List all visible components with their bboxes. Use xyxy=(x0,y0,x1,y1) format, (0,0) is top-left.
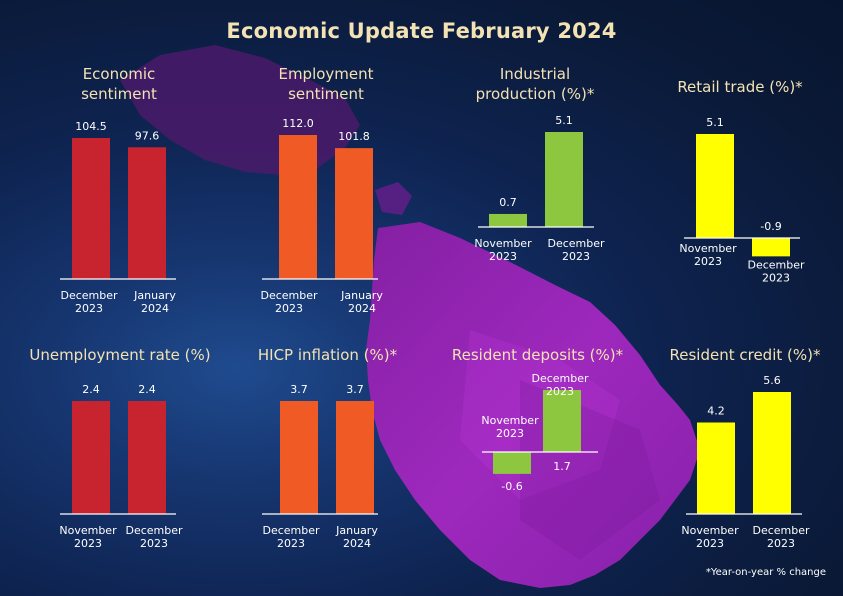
retail-trade-value-label-2: -0.9 xyxy=(760,220,781,233)
resident-credit-value-label-2: 5.6 xyxy=(763,374,781,387)
industrial-production-category-label-2: December 2023 xyxy=(547,237,605,263)
industrial-production-bar-1 xyxy=(489,213,527,227)
economic-sentiment-value-label-1: 104.5 xyxy=(75,120,107,133)
economic-sentiment-bar-2 xyxy=(128,147,166,279)
hicp-inflation-category-label-1: December 2023 xyxy=(262,524,320,550)
employment-sentiment-category-label-2: January 2024 xyxy=(340,289,383,315)
industrial-production-value-label-2: 5.1 xyxy=(555,114,573,127)
panel-title-resident-credit: Resident credit (%)* xyxy=(669,346,821,364)
industrial-production-bar-2 xyxy=(545,132,583,227)
resident-deposits-value-label-2: 1.7 xyxy=(553,460,571,473)
employment-sentiment-category-label-1: December 2023 xyxy=(260,289,318,315)
employment-sentiment-value-label-1: 112.0 xyxy=(282,117,314,130)
panel-title-industrial-production: Industrial production (%)* xyxy=(475,65,595,103)
hicp-inflation-bar-1 xyxy=(280,401,318,514)
resident-credit-category-label-1: November 2023 xyxy=(681,524,739,550)
resident-deposits-category-label-1: November 2023 xyxy=(481,414,539,440)
unemployment-rate-value-label-1: 2.4 xyxy=(82,383,100,396)
resident-deposits-value-label-1: -0.6 xyxy=(501,480,522,493)
resident-deposits-bar-2 xyxy=(543,390,581,452)
economic-sentiment-category-label-1: December 2023 xyxy=(60,289,118,315)
resident-deposits-bar-1 xyxy=(493,452,531,474)
resident-credit-bar-2 xyxy=(753,392,791,514)
economic-sentiment-bar-1 xyxy=(72,138,110,279)
hicp-inflation-value-label-1: 3.7 xyxy=(290,383,308,396)
retail-trade-bar-1 xyxy=(696,134,734,238)
employment-sentiment-bar-1 xyxy=(279,135,317,279)
resident-credit-value-label-1: 4.2 xyxy=(707,405,725,418)
retail-trade-category-label-1: November 2023 xyxy=(679,242,737,268)
hicp-inflation-category-label-2: January 2024 xyxy=(335,524,378,550)
panel-title-hicp-inflation: HICP inflation (%)* xyxy=(257,346,398,364)
panel-title-retail-trade: Retail trade (%)* xyxy=(677,78,803,96)
unemployment-rate-value-label-2: 2.4 xyxy=(138,383,156,396)
panel-title-unemployment-rate: Unemployment rate (%) xyxy=(29,346,211,364)
economic-sentiment-category-label-2: January 2024 xyxy=(133,289,176,315)
unemployment-rate-category-label-2: December 2023 xyxy=(125,524,183,550)
panel-title-employment-sentiment: Employment sentiment xyxy=(278,65,374,103)
employment-sentiment-bar-2 xyxy=(335,148,373,279)
unemployment-rate-category-label-1: November 2023 xyxy=(59,524,117,550)
economic-sentiment-value-label-2: 97.6 xyxy=(135,129,160,142)
hicp-inflation-bar-2 xyxy=(336,401,374,514)
resident-credit-bar-1 xyxy=(697,422,735,514)
unemployment-rate-bar-1 xyxy=(72,401,110,514)
unemployment-rate-bar-2 xyxy=(128,401,166,514)
resident-credit-category-label-2: December 2023 xyxy=(752,524,810,550)
industrial-production-category-label-1: November 2023 xyxy=(474,237,532,263)
page-title: Economic Update February 2024 xyxy=(226,19,617,43)
hicp-inflation-value-label-2: 3.7 xyxy=(346,383,364,396)
footnote: *Year-on-year % change xyxy=(705,567,826,578)
employment-sentiment-value-label-2: 101.8 xyxy=(338,130,370,143)
panel-title-resident-deposits: Resident deposits (%)* xyxy=(451,346,624,364)
panel-title-economic-sentiment: Economic sentiment xyxy=(81,65,157,103)
comino-island-shape xyxy=(375,182,412,215)
retail-trade-bar-2 xyxy=(752,238,790,257)
resident-deposits-category-label-2: December 2023 xyxy=(531,372,589,398)
industrial-production-value-label-1: 0.7 xyxy=(499,196,517,209)
retail-trade-value-label-1: 5.1 xyxy=(706,116,724,129)
retail-trade-category-label-2: December 2023 xyxy=(747,258,805,284)
malta-island-shape xyxy=(366,222,700,588)
